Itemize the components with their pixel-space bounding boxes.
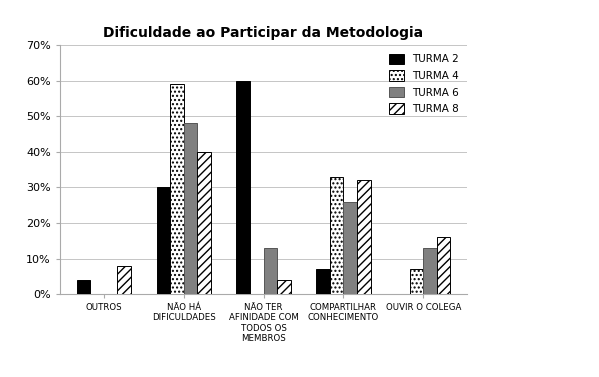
Bar <box>237 81 250 294</box>
Bar <box>117 266 131 294</box>
Bar <box>343 202 357 294</box>
Title: Dificuldade ao Participar da Metodologia: Dificuldade ao Participar da Metodologia <box>104 26 423 40</box>
Bar <box>437 237 450 294</box>
Bar <box>423 248 437 294</box>
Bar <box>357 180 371 294</box>
Bar <box>330 177 343 294</box>
Bar <box>264 248 277 294</box>
Bar <box>316 269 330 294</box>
Bar <box>277 280 291 294</box>
Legend: TURMA 2, TURMA 4, TURMA 6, TURMA 8: TURMA 2, TURMA 4, TURMA 6, TURMA 8 <box>386 51 462 117</box>
Bar <box>410 269 423 294</box>
Bar <box>77 280 90 294</box>
Bar <box>170 84 184 294</box>
Bar <box>184 123 197 294</box>
Bar <box>156 187 170 294</box>
Bar <box>197 152 211 294</box>
